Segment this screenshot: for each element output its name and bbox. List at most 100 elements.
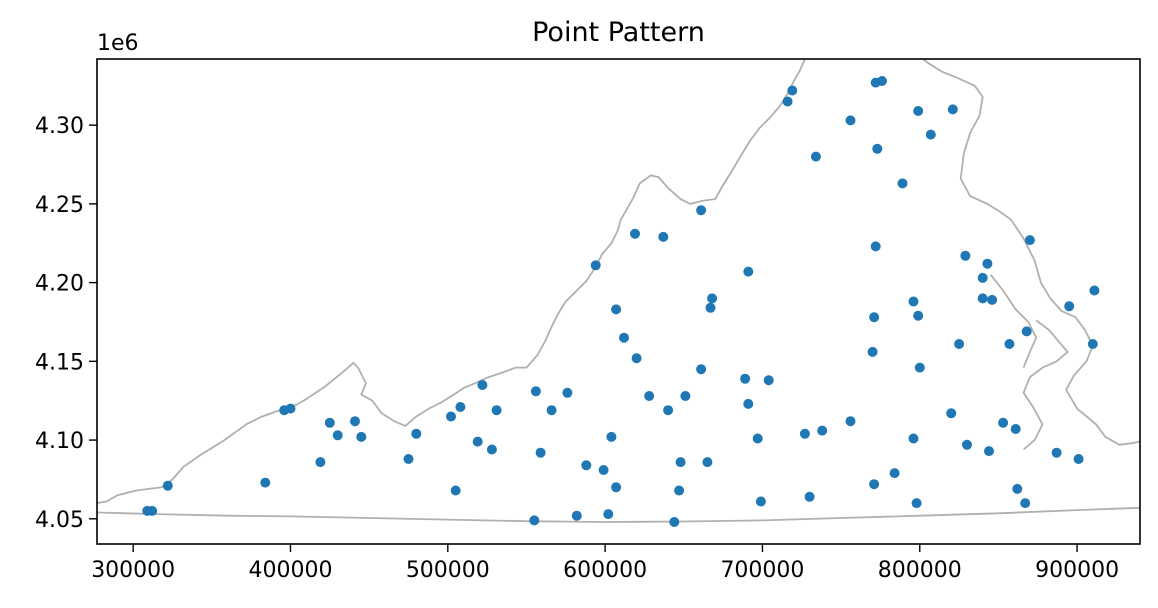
scatter-point xyxy=(804,491,815,502)
scatter-point xyxy=(680,391,691,401)
scatter-point xyxy=(674,485,685,496)
x-tick-label: 900000 xyxy=(1035,558,1119,583)
points-layer xyxy=(142,76,1100,527)
scatter-point xyxy=(782,96,793,107)
scatter-point xyxy=(787,85,798,96)
x-tick-label: 500000 xyxy=(406,558,490,583)
scatter-point xyxy=(889,468,900,479)
scatter-point xyxy=(984,446,994,457)
scatter-point xyxy=(946,408,957,419)
scatter-point xyxy=(162,480,173,491)
scatter-point xyxy=(147,505,158,516)
scatter-point xyxy=(696,364,707,375)
scatter-point xyxy=(810,151,821,162)
scatter-point xyxy=(982,258,993,269)
scatter-point xyxy=(897,178,908,189)
scatter-point xyxy=(446,411,456,422)
scatter-point xyxy=(403,454,414,464)
y-tick-label: 4.20 xyxy=(35,272,84,297)
y-tick-label: 4.15 xyxy=(35,350,84,375)
scatter-point xyxy=(962,439,972,450)
scatter-point xyxy=(1010,424,1021,434)
scatter-point xyxy=(606,431,617,442)
scatter-point xyxy=(529,515,540,526)
boundary-east-line xyxy=(922,59,1140,446)
scatter-point xyxy=(332,430,343,441)
y-axis-ticks: 4.05 4.10 4.15 4.20 4.25 4.30 xyxy=(35,114,97,533)
scatter-point xyxy=(960,250,971,261)
scatter-point xyxy=(869,312,880,323)
scatter-point xyxy=(977,293,988,304)
x-tick-label: 300000 xyxy=(91,558,175,583)
scatter-point xyxy=(350,416,360,427)
scatter-point xyxy=(925,129,936,140)
scatter-point xyxy=(707,293,718,304)
scatter-point xyxy=(455,402,466,412)
scatter-point xyxy=(619,332,629,343)
scatter-point xyxy=(356,431,367,442)
x-tick-label: 400000 xyxy=(249,558,333,583)
scatter-point xyxy=(977,272,988,283)
scatter-point xyxy=(845,115,856,126)
scatter-point xyxy=(658,231,669,242)
scatter-point xyxy=(1087,339,1098,349)
x-tick-label: 800000 xyxy=(878,558,962,583)
scatter-point xyxy=(1073,454,1084,464)
scatter-point xyxy=(581,460,592,471)
scatter-point xyxy=(630,228,640,239)
scatter-point xyxy=(870,241,881,252)
scatter-point xyxy=(477,380,488,390)
scatter-point xyxy=(1064,301,1075,312)
scatter-point xyxy=(740,373,751,384)
scatter-point xyxy=(998,417,1009,428)
scatter-point xyxy=(869,479,880,490)
scatter-point xyxy=(450,485,461,496)
scatter-point xyxy=(530,386,541,397)
scatter-point xyxy=(987,294,998,305)
scatter-point xyxy=(411,428,422,439)
boundary-bay-line xyxy=(989,274,1038,368)
scatter-point xyxy=(631,353,642,364)
scatter-point xyxy=(675,457,686,468)
scatter-point xyxy=(1021,326,1032,337)
scatter-point xyxy=(702,457,713,468)
scatter-point xyxy=(260,477,271,488)
scatter-point xyxy=(486,444,497,455)
state-boundary-layer xyxy=(97,59,1140,523)
scatter-point xyxy=(845,416,856,427)
scatter-point xyxy=(705,302,716,313)
scatter-point xyxy=(908,296,919,307)
scatter-point xyxy=(908,433,919,444)
scatter-point xyxy=(1004,339,1015,349)
y-axis-offset-label: 1e6 xyxy=(97,31,139,56)
scatter-point xyxy=(763,375,774,386)
scatter-point xyxy=(755,496,766,507)
scatter-point xyxy=(663,405,674,416)
scatter-point xyxy=(285,403,296,414)
scatter-point xyxy=(743,398,754,409)
scatter-point xyxy=(562,387,573,398)
scatter-point xyxy=(598,465,609,475)
scatter-point xyxy=(743,266,754,277)
scatter-point xyxy=(947,104,958,115)
scatter-point xyxy=(324,417,335,428)
x-axis-ticks: 300000 400000 500000 600000 700000 800000 9000… xyxy=(91,544,1119,583)
scatter-point xyxy=(603,509,614,520)
scatter-point xyxy=(472,436,483,447)
x-tick-label: 700000 xyxy=(720,558,804,583)
scatter-point xyxy=(877,76,887,86)
scatter-point xyxy=(817,425,828,436)
y-tick-label: 4.10 xyxy=(35,429,84,454)
scatter-point xyxy=(590,260,601,271)
scatter-point xyxy=(1051,447,1062,458)
boundary-peninsula-line xyxy=(1022,319,1069,451)
scatter-point xyxy=(752,433,763,444)
scatter-point xyxy=(1024,235,1035,246)
y-tick-label: 4.30 xyxy=(35,114,84,139)
scatter-point xyxy=(571,510,582,521)
scatter-point xyxy=(914,362,925,373)
y-tick-label: 4.05 xyxy=(35,508,84,533)
y-tick-label: 4.25 xyxy=(35,193,84,218)
scatter-point xyxy=(315,457,326,468)
scatter-point xyxy=(546,405,557,416)
